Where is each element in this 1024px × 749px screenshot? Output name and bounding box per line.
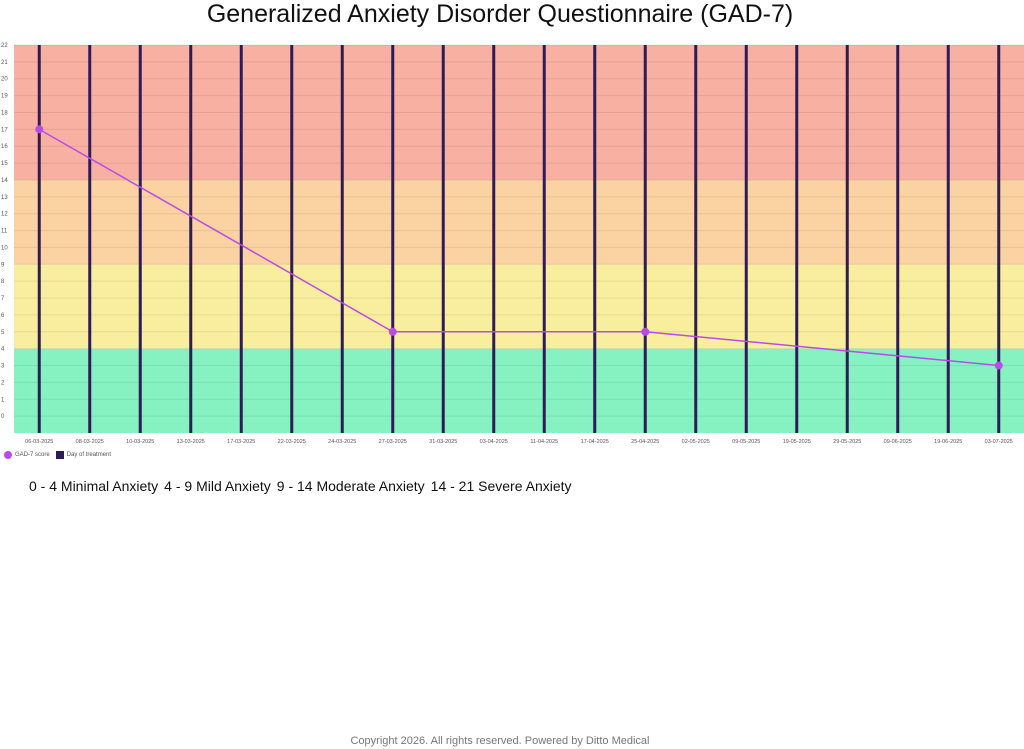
- severity-ranges: 0 - 4 Minimal Anxiety 4 - 9 Mild Anxiety…: [29, 478, 578, 494]
- x-tick-label: 25-04-2025: [631, 439, 659, 445]
- y-tick-label: 22: [1, 43, 8, 49]
- x-tick-label: 17-04-2025: [581, 439, 609, 445]
- y-tick-label: 20: [1, 77, 8, 83]
- y-tick-label: 15: [1, 161, 8, 167]
- y-tick-label: 18: [1, 110, 8, 116]
- y-tick-label: 6: [1, 313, 5, 319]
- legend-score-label: GAD-7 score: [15, 452, 50, 458]
- x-tick-label: 27-03-2025: [379, 439, 407, 445]
- x-tick-label: 13-03-2025: [177, 439, 205, 445]
- y-tick-label: 7: [1, 296, 5, 302]
- y-tick-label: 13: [1, 195, 8, 201]
- x-tick-label: 19-06-2025: [934, 439, 962, 445]
- y-tick-label: 3: [1, 364, 5, 370]
- y-tick-label: 9: [1, 262, 5, 268]
- x-tick-label: 24-03-2025: [328, 439, 356, 445]
- score-point: [994, 361, 1003, 370]
- legend-score-swatch: [4, 451, 12, 459]
- score-line: [38, 128, 999, 367]
- score-point: [35, 125, 44, 134]
- x-tick-label: 06-03-2025: [25, 439, 53, 445]
- y-tick-label: 4: [1, 347, 5, 353]
- x-tick-label: 08-03-2025: [76, 439, 104, 445]
- severity-band-2: [14, 179, 1024, 265]
- x-tick-label: 19-05-2025: [783, 439, 811, 445]
- x-tick-label: 09-05-2025: [732, 439, 760, 445]
- y-tick-label: 10: [1, 245, 8, 251]
- legend-item-score[interactable]: GAD-7 score: [4, 451, 50, 459]
- footer-copyright: Copyright 2026. All rights reserved. Pow…: [350, 735, 650, 747]
- y-tick-label: 2: [1, 380, 5, 386]
- range-severe: 14 - 21 Severe Anxiety: [430, 478, 572, 494]
- severity-band-1: [14, 264, 1024, 349]
- x-tick-label: 10-03-2025: [126, 439, 154, 445]
- score-point: [641, 327, 650, 336]
- y-tick-label: 21: [1, 60, 8, 66]
- legend-item-treatment[interactable]: Day of treatment: [55, 451, 112, 459]
- y-tick-label: 8: [1, 279, 5, 285]
- x-tick-label: 31-03-2025: [429, 439, 457, 445]
- y-tick-label: 5: [1, 330, 5, 336]
- chart-legend: GAD-7 score Day of treatment: [4, 451, 117, 459]
- range-mild: 4 - 9 Mild Anxiety: [164, 478, 271, 494]
- x-tick-label: 02-05-2025: [682, 439, 710, 445]
- y-tick-label: 0: [1, 414, 5, 420]
- y-tick-label: 12: [1, 212, 8, 218]
- range-moderate: 9 - 14 Moderate Anxiety: [276, 478, 425, 494]
- x-tick-label: 22-03-2025: [278, 439, 306, 445]
- y-tick-label: 19: [1, 94, 8, 100]
- y-tick-label: 16: [1, 144, 8, 150]
- y-tick-label: 11: [1, 229, 8, 235]
- page-title: Generalized Anxiety Disorder Questionnai…: [206, 0, 794, 28]
- y-tick-label: 17: [1, 127, 8, 133]
- severity-band-0: [14, 348, 1024, 433]
- range-minimal: 0 - 4 Minimal Anxiety: [29, 478, 159, 494]
- legend-treatment-swatch: [55, 451, 64, 459]
- gad7-chart: 01234567891011121314151617181920212206-0…: [1, 43, 1024, 445]
- y-tick-label: 14: [1, 178, 8, 184]
- legend-treatment-label: Day of treatment: [66, 452, 112, 458]
- x-tick-label: 09-06-2025: [884, 439, 912, 445]
- score-point: [388, 327, 397, 336]
- x-tick-label: 29-05-2025: [833, 439, 861, 445]
- x-tick-label: 17-03-2025: [227, 439, 255, 445]
- y-tick-label: 1: [1, 397, 5, 403]
- severity-band-3: [14, 45, 1024, 180]
- x-tick-label: 11-04-2025: [530, 439, 558, 445]
- x-tick-label: 03-04-2025: [480, 439, 508, 445]
- x-tick-label: 03-07-2025: [985, 439, 1013, 445]
